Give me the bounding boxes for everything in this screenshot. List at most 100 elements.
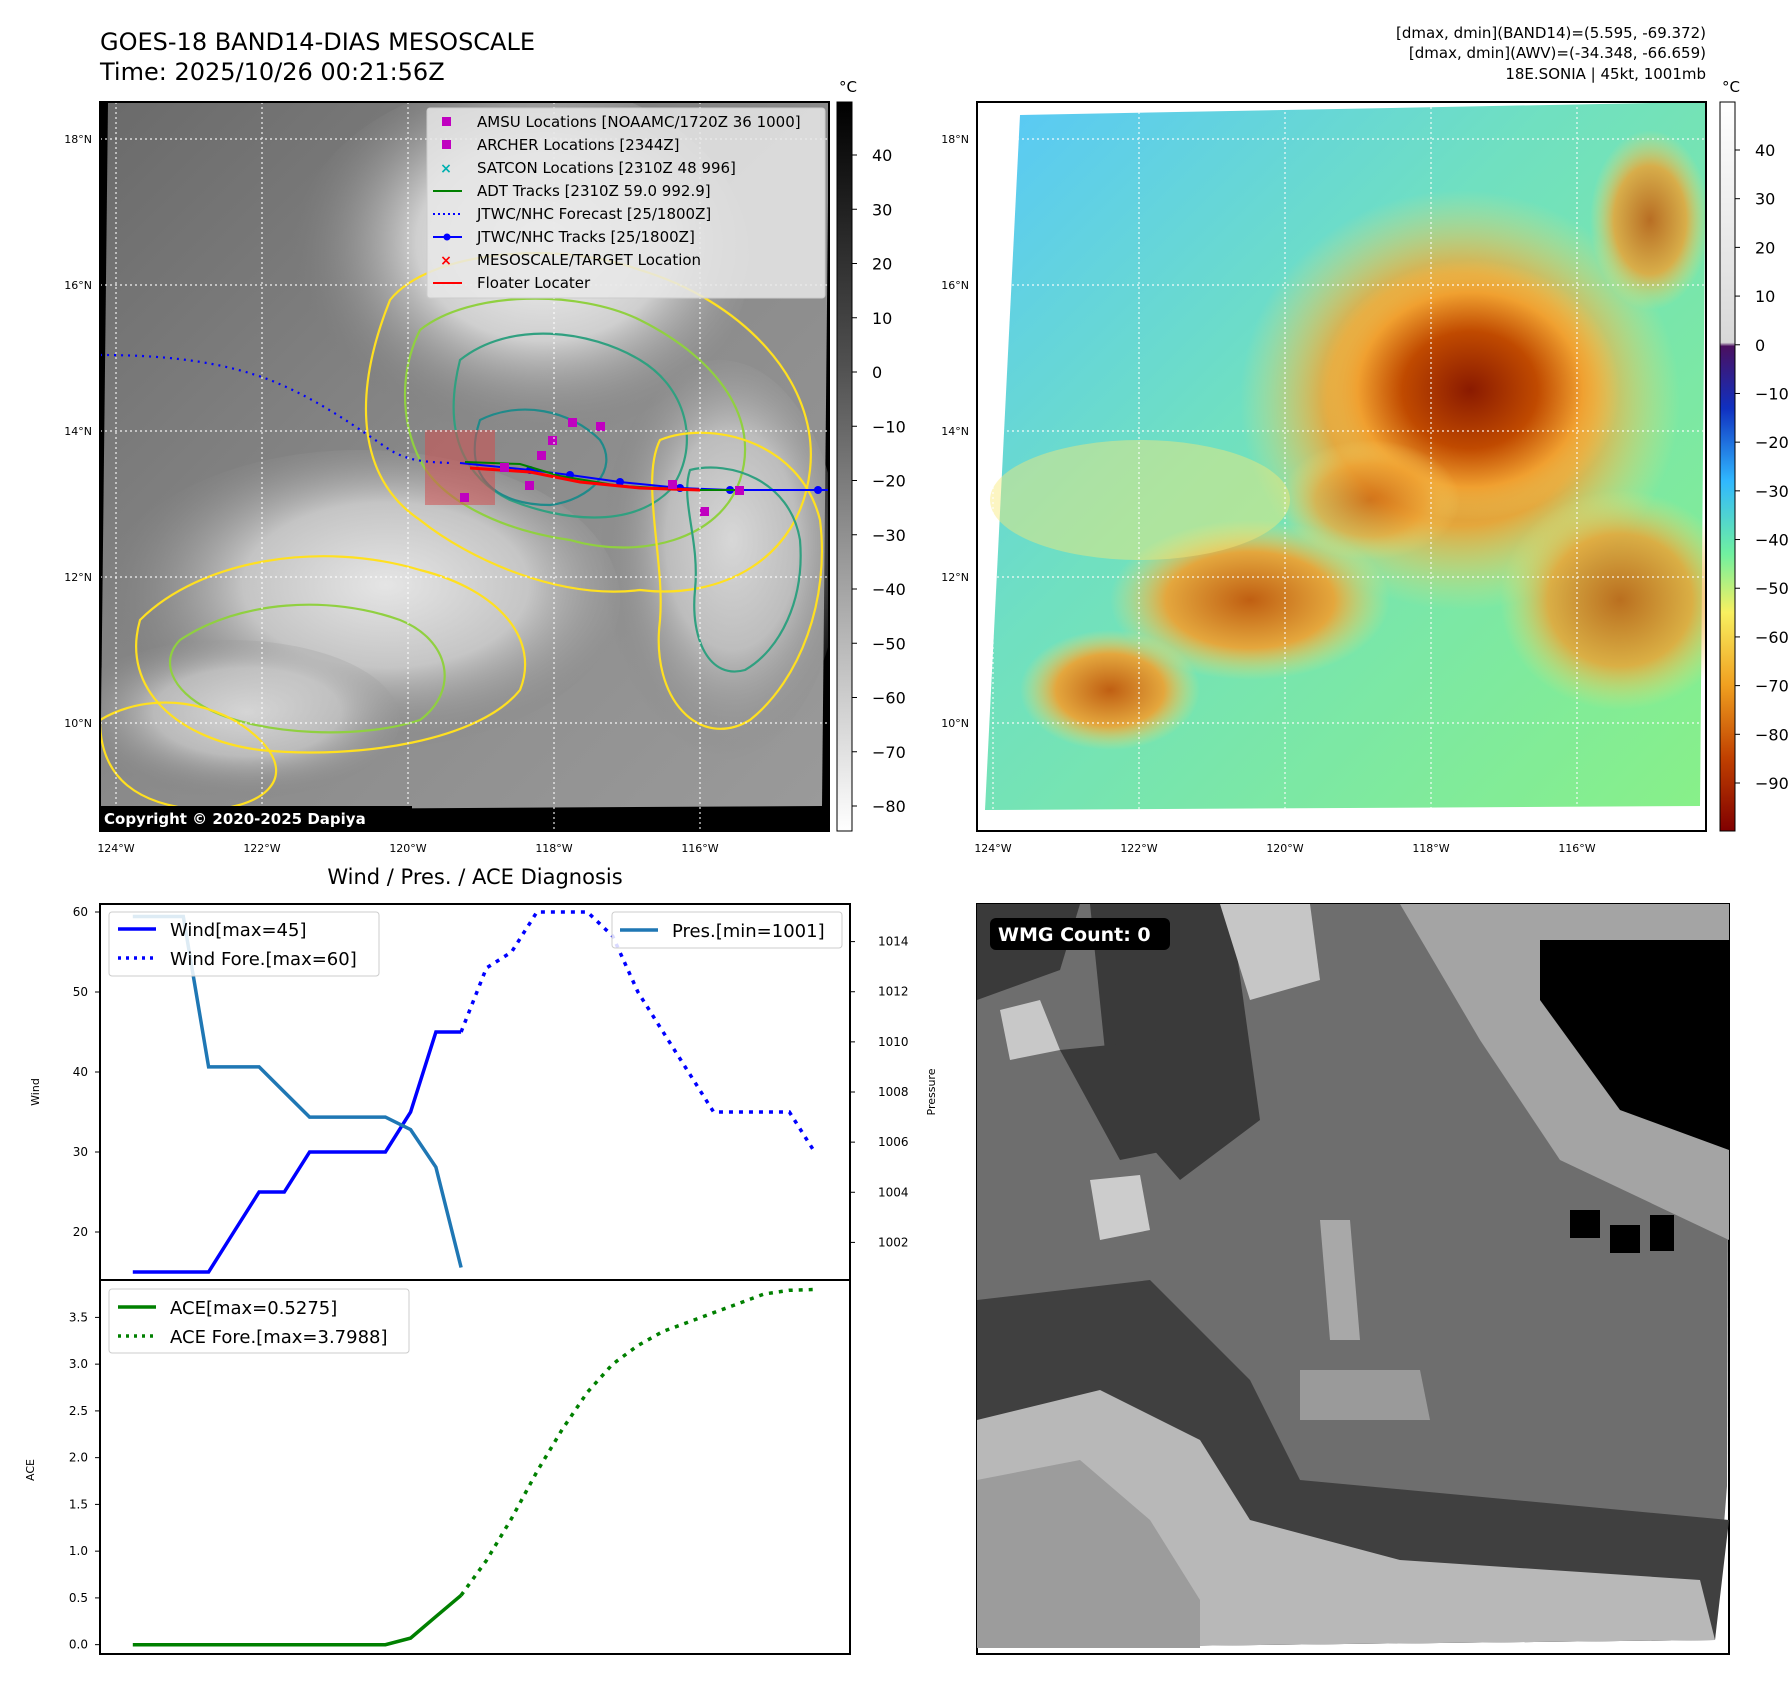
info-awv: [dmax, dmin](AWV)=(-34.348, -66.659)	[1409, 44, 1706, 62]
awv-lon-label: 122°W	[1120, 842, 1157, 855]
ir-colorbar-tick-label: −60	[872, 689, 906, 708]
awv-lat-labels: 18°N 16°N 14°N 12°N 10°N	[941, 133, 969, 730]
ir-legend-label: ARCHER Locations [2344Z]	[477, 136, 680, 154]
ir-legend-item: × SATCON Locations [2310Z 48 996]	[440, 159, 736, 177]
awv-imagery	[977, 102, 1706, 831]
ir-legend-label: AMSU Locations [NOAAMC/1720Z 36 1000]	[477, 113, 801, 131]
awv-colorbar-tick-label: 40	[1755, 141, 1775, 160]
ir-colorbar: °C 40 30 20 10 0 −10 −20 −30 −40 −50 −60 −70 −80	[836, 78, 906, 832]
pressure-legend: Pres.[min=1001]	[611, 911, 843, 949]
ir-colorbar-tick-label: −80	[872, 797, 906, 816]
ir-colorbar-tick-label: −30	[872, 526, 906, 545]
ir-lat-label: 16°N	[64, 279, 92, 292]
awv-colorbar: °C 40 30 20 10 0 −10 −20 −30 −40 −50 −60 −70 −80 −90	[1719, 78, 1789, 832]
awv-colorbar-tick-label: 10	[1755, 287, 1775, 306]
ir-legend-label: JTWC/NHC Tracks [25/1800Z]	[476, 228, 695, 246]
awv-lat-label: 16°N	[941, 279, 969, 292]
awv-colorbar-tick-label: 0	[1755, 336, 1765, 355]
ir-lat-labels: 18°N 16°N 14°N 12°N 10°N	[64, 133, 92, 730]
awv-colorbar-tick-label: −10	[1755, 384, 1789, 403]
ir-lon-label: 118°W	[535, 842, 572, 855]
ir-lon-label: 122°W	[243, 842, 280, 855]
ir-colorbar-tick-label: −70	[872, 743, 906, 762]
ace-ytick-label: 0.0	[69, 1638, 88, 1652]
ir-legend-item: × MESOSCALE/TARGET Location	[440, 251, 701, 269]
awv-gridlines	[977, 102, 1706, 831]
awv-colorbar-tick-label: −30	[1755, 482, 1789, 501]
wind-ytick-label: 60	[73, 905, 88, 919]
ir-lat-label: 10°N	[64, 717, 92, 730]
ir-colorbar-unit: °C	[839, 78, 857, 96]
ace-ytick-label: 1.0	[69, 1544, 88, 1558]
awv-lat-label: 10°N	[941, 717, 969, 730]
x-marker-icon: ×	[440, 161, 452, 177]
pressure-ytick-label: 1012	[878, 985, 909, 999]
ace-ytick-label: 3.0	[69, 1357, 88, 1371]
copyright-box	[100, 806, 412, 830]
awv-lat-label: 18°N	[941, 133, 969, 146]
wmg-count-box	[990, 918, 1170, 950]
figure-title: GOES-18 BAND14-DIAS MESOSCALE	[100, 28, 535, 56]
pressure-ytick-label: 1008	[878, 1085, 909, 1099]
ir-legend-label: SATCON Locations [2310Z 48 996]	[477, 159, 736, 177]
wind-ytick-label: 30	[73, 1145, 88, 1159]
ace-legend: ACE[max=0.5275] ACE Fore.[max=3.7988]	[108, 1288, 410, 1354]
pressure-ytick-label: 1004	[878, 1185, 909, 1199]
ir-colorbar-tick-label: −10	[872, 417, 906, 436]
ace-ytick-label: 2.0	[69, 1451, 88, 1465]
diag-title: Wind / Pres. / ACE Diagnosis	[327, 865, 622, 889]
wind-legend: Wind[max=45] Wind Fore.[max=60]	[108, 911, 380, 977]
info-storm: 18E.SONIA | 45kt, 1001mb	[1505, 65, 1706, 83]
ir-colorbar-tick-label: 40	[872, 146, 892, 165]
pressure-legend-label: Pres.[min=1001]	[672, 921, 825, 942]
ace-chart: 0.0 0.5 1.0 1.5 2.0 2.5 3.0 3.5 ACE ACE[max=0.5…	[24, 1279, 851, 1655]
ir-lon-labels: 124°W 122°W 120°W 118°W 116°W	[97, 842, 718, 855]
ace-axis-label: ACE	[24, 1459, 37, 1481]
ir-legend-item: ADT Tracks [2310Z 59.0 992.9]	[433, 182, 711, 200]
awv-colorbar-tick-label: −40	[1755, 531, 1789, 550]
ir-legend-label: JTWC/NHC Forecast [25/1800Z]	[476, 205, 711, 223]
ir-legend-item: JTWC/NHC Tracks [25/1800Z]	[433, 228, 695, 246]
ir-lat-label: 14°N	[64, 425, 92, 438]
awv-colorbar-tick-label: 20	[1755, 238, 1775, 257]
pressure-ytick-label: 1002	[878, 1235, 909, 1249]
pressure-axis-label: Pressure	[925, 1068, 938, 1115]
pressure-ytick-label: 1006	[878, 1135, 909, 1149]
ace-ytick-label: 2.5	[69, 1404, 88, 1418]
ir-colorbar-tick-label: 10	[872, 309, 892, 328]
ace-series-line	[132, 1593, 463, 1647]
ir-legend-item: Floater Locater	[433, 274, 591, 292]
awv-lon-label: 120°W	[1266, 842, 1303, 855]
ir-map-panel: AMSU Locations [NOAAMC/1720Z 36 1000] ARC…	[64, 78, 906, 855]
ir-lat-label: 18°N	[64, 133, 92, 146]
awv-map-panel: 18°N 16°N 14°N 12°N 10°N 124°W 122°W 120…	[941, 78, 1789, 855]
ir-legend-item: AMSU Locations [NOAAMC/1720Z 36 1000]	[442, 113, 801, 131]
ir-colorbar-tick-label: −40	[872, 580, 906, 599]
awv-colorbar-tick-label: 30	[1755, 190, 1775, 209]
ir-legend: AMSU Locations [NOAAMC/1720Z 36 1000] ARC…	[426, 107, 826, 299]
awv-colorbar-tick-label: −20	[1755, 433, 1789, 452]
ace-ytick-label: 0.5	[69, 1591, 88, 1605]
wmg-panel: WMG Count: 0	[976, 903, 1730, 1655]
ir-colorbar-tick-label: 20	[872, 255, 892, 274]
awv-lon-label: 116°W	[1558, 842, 1595, 855]
ir-lat-label: 12°N	[64, 571, 92, 584]
figure-time: Time: 2025/10/26 00:21:56Z	[99, 58, 445, 86]
ir-legend-label: ADT Tracks [2310Z 59.0 992.9]	[477, 182, 711, 200]
wind-forecast-series-line	[459, 910, 817, 1153]
pressure-ytick-label: 1014	[878, 935, 909, 949]
awv-colorbar-tick-label: −50	[1755, 579, 1789, 598]
info-band14: [dmax, dmin](BAND14)=(5.595, -69.372)	[1396, 24, 1706, 42]
wind-pressure-chart: 20 30 40 50 60 1002 1004 1006 1008 1010 1012 1014 W…	[29, 903, 938, 1281]
wmg-imagery	[977, 904, 1729, 1648]
ace-fore-legend-label: ACE Fore.[max=3.7988]	[170, 1327, 388, 1348]
awv-colorbar-tick-label: −70	[1755, 677, 1789, 696]
awv-lat-label: 12°N	[941, 571, 969, 584]
awv-lat-label: 14°N	[941, 425, 969, 438]
wind-legend-label: Wind[max=45]	[170, 920, 307, 941]
awv-lon-label: 118°W	[1412, 842, 1449, 855]
wmg-count-label: WMG Count: 0	[998, 924, 1151, 946]
copyright-text: Copyright © 2020-2025 Dapiya	[104, 810, 366, 828]
wind-series-line	[132, 1030, 462, 1274]
